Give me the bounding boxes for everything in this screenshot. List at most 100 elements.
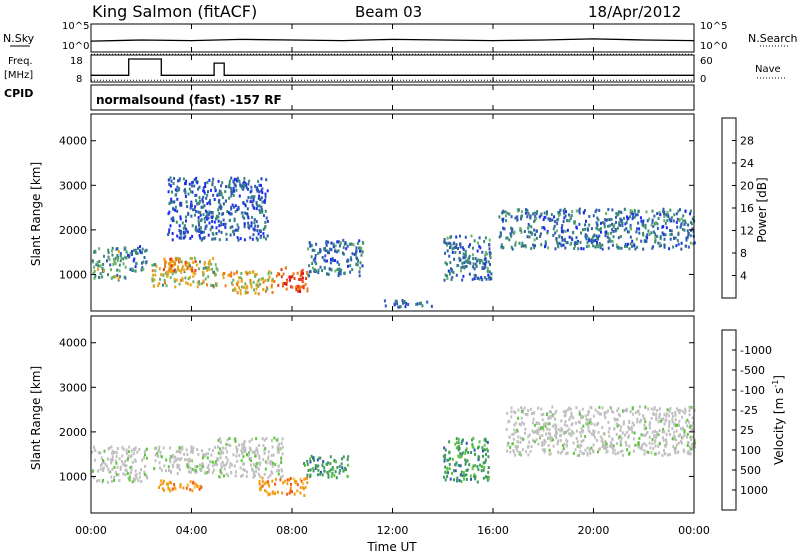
power-cell: [626, 244, 628, 248]
velocity-cell: [124, 459, 127, 463]
power-cell: [514, 240, 517, 244]
velocity-cell: [576, 440, 579, 444]
velocity-cell: [623, 409, 626, 413]
power-cell: [480, 276, 483, 279]
power-cell: [244, 211, 247, 215]
velocity-cell: [672, 434, 675, 438]
velocity-cell: [264, 467, 267, 471]
power-cell: [464, 252, 467, 256]
velocity-cell: [163, 488, 165, 492]
velocity-cell: [451, 457, 454, 461]
power-cell: [229, 226, 232, 230]
velocity-cell: [587, 418, 590, 422]
power-cell: [620, 211, 623, 214]
velocity-cell: [281, 474, 284, 478]
power-cell: [632, 212, 635, 216]
power-cell: [168, 182, 171, 186]
velocity-cell: [537, 406, 540, 410]
power-cell: [568, 235, 571, 239]
velocity-cell: [113, 479, 115, 482]
power-cell: [220, 184, 223, 188]
velocity-cell: [198, 487, 201, 491]
power-cell: [317, 271, 320, 274]
velocity-cell: [133, 479, 136, 483]
velocity-cell: [290, 482, 292, 486]
velocity-cell: [584, 435, 587, 438]
power-cell: [200, 205, 203, 209]
velocity-cell: [601, 437, 604, 441]
velocity-cell: [608, 427, 611, 430]
velocity-cell: [145, 456, 148, 460]
power-cell: [251, 215, 254, 219]
velocity-cell: [621, 409, 624, 413]
power-cell: [219, 222, 222, 226]
power-cell: [643, 239, 646, 243]
power-cell: [253, 228, 256, 232]
velocity-cell: [563, 414, 566, 418]
power-cell: [326, 272, 329, 276]
power-cell: [92, 271, 95, 275]
power-cell: [535, 229, 538, 233]
velocity-cell: [519, 440, 522, 444]
power-cell: [631, 239, 634, 243]
velocity-cell: [304, 485, 307, 489]
power-cell: [565, 210, 567, 214]
velocity-cell: [580, 414, 583, 418]
velocity-cell: [197, 452, 200, 456]
power-cell: [152, 273, 155, 277]
power-cell: [355, 249, 358, 253]
power-cell: [684, 209, 687, 213]
power-cell: [240, 280, 243, 283]
velocity-cell: [651, 442, 654, 446]
power-cell: [473, 267, 476, 271]
power-cell: [689, 212, 691, 216]
velocity-cell: [569, 407, 572, 411]
power-cell: [192, 280, 195, 284]
power-cell: [557, 213, 560, 217]
power-cell: [484, 236, 487, 240]
power-cell: [253, 288, 255, 292]
velocity-cell: [301, 482, 304, 486]
velocity-cell: [345, 468, 347, 472]
power-cell: [359, 266, 362, 270]
velocity-cell: [282, 481, 285, 485]
power-cell: [238, 286, 240, 290]
power-cell: [521, 210, 523, 214]
power-cell: [207, 262, 210, 266]
velocity-cell: [457, 445, 460, 449]
velocity-cell: [614, 452, 617, 456]
velocity-cell: [235, 445, 238, 449]
power-cell: [455, 243, 458, 247]
velocity-cell: [168, 480, 171, 484]
velocity-cell: [111, 449, 114, 453]
power-cell: [225, 185, 227, 189]
velocity-cell: [277, 490, 279, 494]
velocity-cell: [125, 464, 128, 468]
power-cell: [546, 210, 548, 214]
velocity-cell: [689, 447, 692, 451]
power-cell: [315, 262, 318, 266]
power-cell: [198, 282, 201, 286]
power-cell: [544, 245, 546, 249]
power-cell: [458, 258, 461, 262]
velocity-cell: [128, 445, 131, 449]
velocity-cell: [465, 473, 468, 477]
power-cell: [191, 234, 194, 238]
velocity-cell: [510, 406, 513, 410]
velocity-cell: [179, 483, 182, 487]
velocity-cell: [289, 477, 292, 480]
velocity-cell: [465, 460, 468, 464]
velocity-cell: [316, 473, 319, 477]
power-cell: [202, 236, 205, 240]
power-cell: [666, 219, 669, 223]
power-cell: [158, 267, 161, 271]
power-cell: [230, 187, 233, 191]
power-cell: [267, 272, 270, 276]
power-cell: [213, 198, 216, 201]
power-cell: [309, 244, 312, 248]
velocity-cell: [125, 448, 128, 452]
velocity-cell: [483, 437, 486, 441]
velocity-cell: [622, 422, 625, 426]
power-cell: [196, 201, 199, 205]
power-cell: [216, 193, 219, 197]
